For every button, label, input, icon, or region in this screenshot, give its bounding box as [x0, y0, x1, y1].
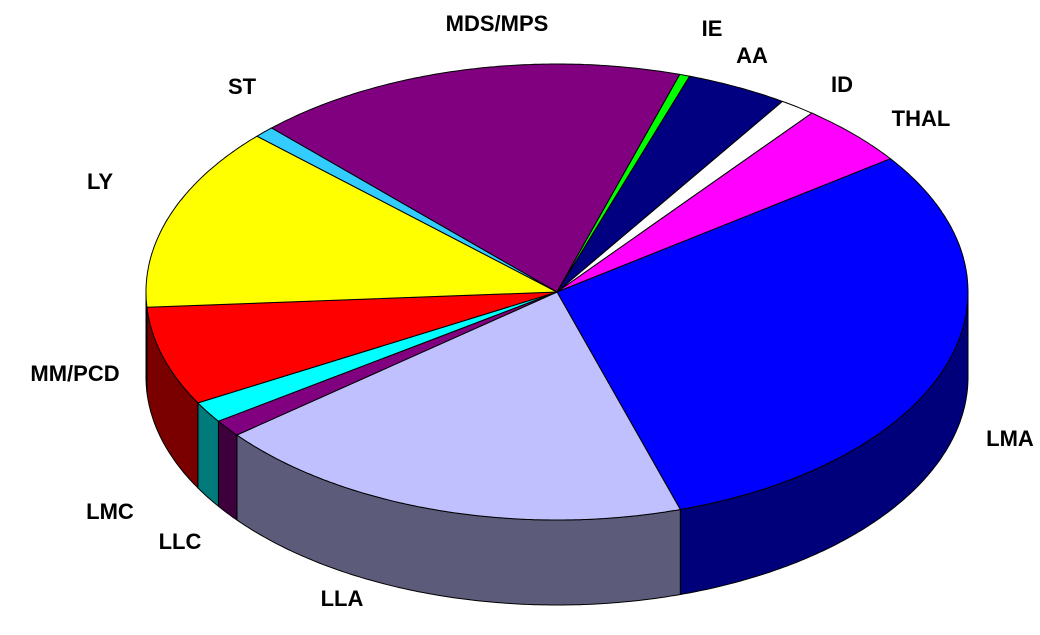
slice	[556, 100, 813, 293]
slice-label: AA	[736, 43, 768, 68]
slice-label: ST	[228, 74, 257, 99]
slice	[235, 291, 682, 521]
slice	[217, 291, 558, 436]
slice	[196, 291, 558, 422]
slice	[556, 158, 969, 511]
slice-label: THAL	[892, 106, 951, 131]
slice-label: LMC	[86, 499, 134, 524]
slice-label: ID	[831, 72, 853, 97]
slice	[556, 75, 784, 293]
slice-label: MDS/MPS	[446, 11, 549, 36]
slice	[146, 291, 558, 404]
slice	[270, 63, 681, 293]
slice	[145, 135, 559, 308]
slice-label: LLC	[159, 529, 202, 554]
slice	[556, 112, 892, 293]
slice-label: IE	[702, 16, 723, 41]
slice-label: MM/PCD	[30, 361, 119, 386]
slice-label: LLA	[321, 586, 364, 611]
slice-side	[217, 420, 238, 521]
slice	[255, 127, 558, 293]
slice-label: LMA	[986, 426, 1034, 451]
slice-label: LY	[87, 169, 113, 194]
